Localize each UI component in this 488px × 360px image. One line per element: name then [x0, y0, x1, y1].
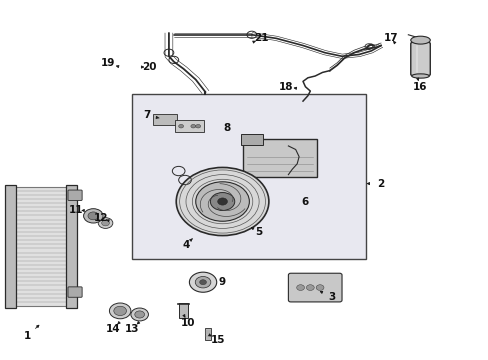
Text: 18: 18 — [278, 82, 293, 92]
FancyBboxPatch shape — [13, 187, 69, 306]
Circle shape — [316, 285, 324, 291]
Text: 2: 2 — [377, 179, 384, 189]
FancyBboxPatch shape — [288, 273, 341, 302]
Text: 13: 13 — [125, 324, 139, 334]
Circle shape — [199, 280, 206, 285]
Text: 5: 5 — [255, 227, 262, 237]
Circle shape — [195, 125, 200, 128]
FancyBboxPatch shape — [243, 139, 316, 177]
Circle shape — [98, 218, 113, 228]
FancyBboxPatch shape — [153, 114, 177, 125]
Text: 14: 14 — [105, 324, 120, 334]
Circle shape — [195, 182, 249, 221]
Circle shape — [83, 209, 103, 223]
FancyBboxPatch shape — [410, 42, 429, 76]
Text: 7: 7 — [143, 111, 150, 121]
Text: 8: 8 — [224, 123, 231, 133]
Circle shape — [178, 125, 183, 128]
Text: 19: 19 — [101, 58, 115, 68]
FancyBboxPatch shape — [5, 185, 16, 308]
Text: 3: 3 — [328, 292, 335, 302]
Text: 10: 10 — [181, 319, 195, 328]
FancyBboxPatch shape — [204, 328, 211, 340]
FancyBboxPatch shape — [132, 94, 366, 259]
Circle shape — [217, 198, 227, 205]
Circle shape — [210, 193, 234, 211]
Circle shape — [190, 125, 195, 128]
Text: 1: 1 — [24, 331, 31, 341]
Circle shape — [189, 272, 216, 292]
FancyBboxPatch shape — [66, 185, 77, 308]
Text: 12: 12 — [93, 213, 108, 222]
Text: 6: 6 — [301, 197, 308, 207]
Circle shape — [109, 303, 131, 319]
Text: 17: 17 — [383, 33, 397, 43]
Circle shape — [131, 308, 148, 321]
Text: 16: 16 — [412, 82, 427, 92]
Circle shape — [195, 276, 210, 288]
FancyBboxPatch shape — [175, 120, 203, 132]
FancyBboxPatch shape — [179, 303, 187, 319]
Ellipse shape — [411, 74, 428, 78]
Circle shape — [114, 306, 126, 316]
Ellipse shape — [410, 36, 429, 44]
Circle shape — [296, 285, 304, 291]
Text: 4: 4 — [182, 239, 189, 249]
Circle shape — [176, 167, 268, 235]
FancyBboxPatch shape — [68, 190, 82, 201]
FancyBboxPatch shape — [241, 134, 262, 145]
FancyBboxPatch shape — [68, 287, 82, 297]
Circle shape — [88, 212, 99, 220]
Circle shape — [102, 220, 109, 226]
Circle shape — [306, 285, 314, 291]
Text: 20: 20 — [142, 62, 156, 72]
Text: 9: 9 — [219, 277, 225, 287]
Text: 11: 11 — [69, 206, 83, 216]
Text: 15: 15 — [210, 334, 224, 345]
Circle shape — [135, 311, 144, 318]
Text: 21: 21 — [254, 33, 268, 43]
